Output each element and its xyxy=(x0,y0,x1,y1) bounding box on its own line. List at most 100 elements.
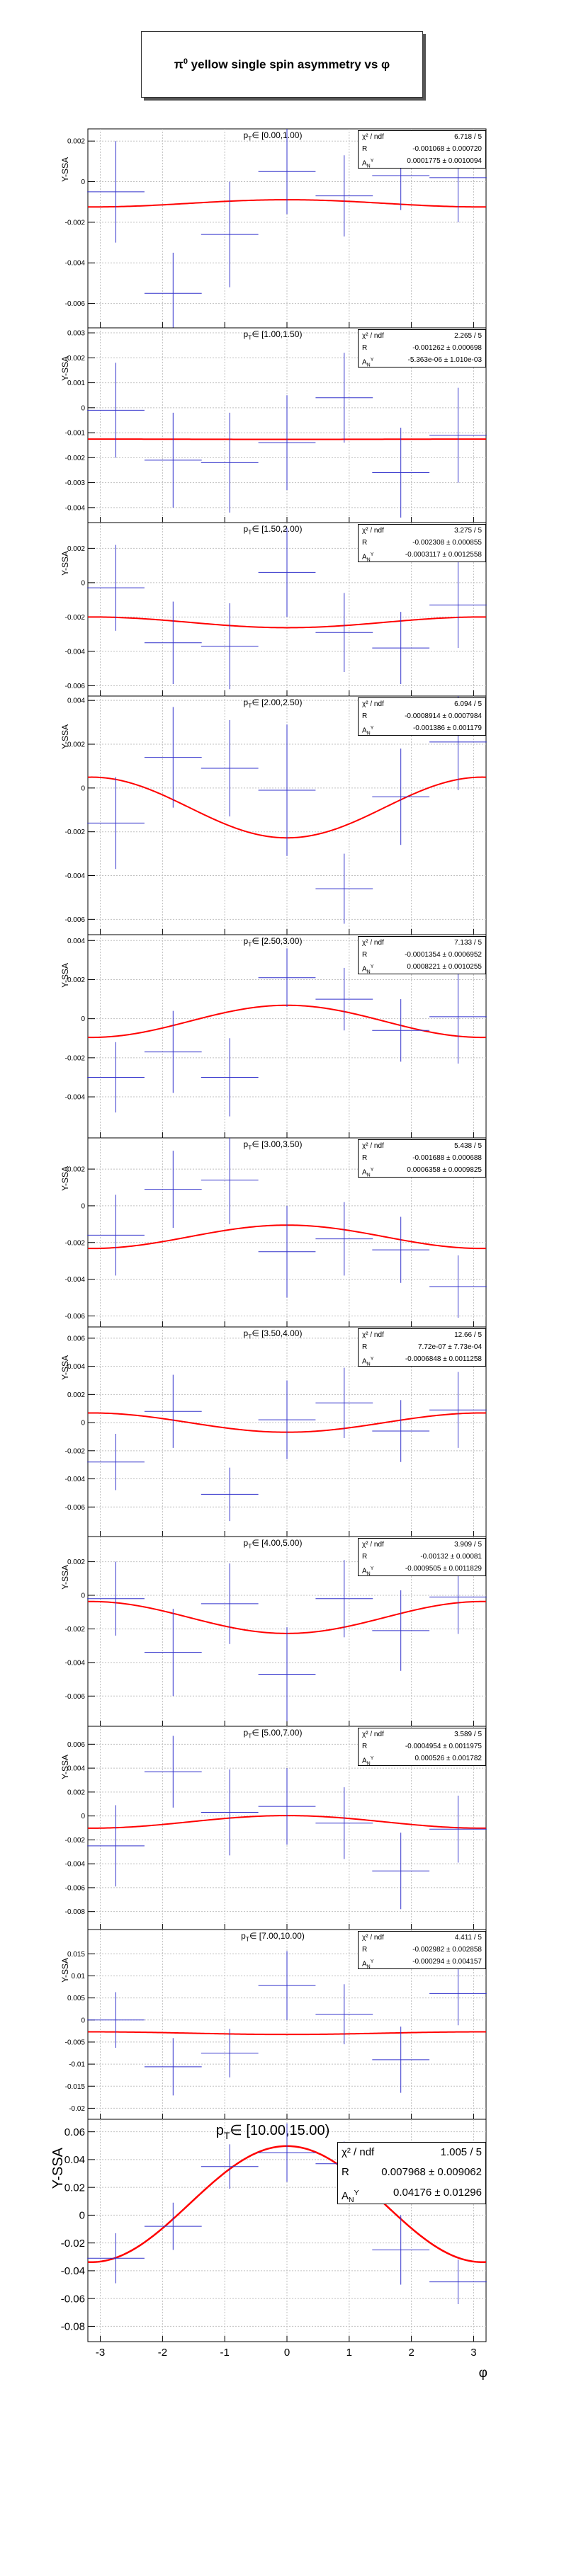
stats-box: χ² / ndf 6.094 / 5 R -0.0008914 ± 0.0007984… xyxy=(358,697,486,736)
y-tick-label: -0.002 xyxy=(65,1837,86,1845)
x-tick-label: 2 xyxy=(408,2347,414,2359)
y-tick-label: 0.006 xyxy=(67,1741,85,1749)
data-point xyxy=(315,853,373,924)
stat-r-row: R -0.0008914 ± 0.0007984 xyxy=(359,710,485,722)
data-point xyxy=(144,1608,202,1697)
stat-label: ANY xyxy=(362,1756,374,1767)
panel-title: pT∈ [2.50,3.00) xyxy=(244,936,303,948)
y-tick-label: -0.006 xyxy=(65,916,86,924)
stat-label: χ² / ndf xyxy=(342,2146,375,2158)
stat-r-row: R -0.00132 ± 0.00081 xyxy=(359,1551,485,1563)
y-tick-label: -0.002 xyxy=(65,828,86,836)
stat-value: -0.000294 ± 0.004157 xyxy=(412,1958,482,1966)
stats-box: χ² / ndf 3.589 / 5 R -0.0004954 ± 0.0011975… xyxy=(358,1728,486,1766)
stat-value: 0.0006358 ± 0.0009825 xyxy=(407,1166,482,1174)
data-point xyxy=(372,1590,430,1671)
stat-label: R xyxy=(362,539,368,547)
stat-value: 3.275 / 5 xyxy=(454,527,482,535)
y-tick-label: 0.003 xyxy=(67,330,85,338)
stat-a-row: ANY 0.000526 ± 0.001782 xyxy=(359,1753,485,1769)
y-tick-label: 0 xyxy=(81,2017,85,2024)
y-axis-label: Y-SSA xyxy=(60,1355,70,1380)
stat-a-row: ANY -0.0006848 ± 0.0011258 xyxy=(359,1353,485,1370)
panel-title: pT∈ [1.50,2.00) xyxy=(244,524,303,536)
y-tick-label: -0.003 xyxy=(65,479,86,487)
data-point xyxy=(429,562,487,649)
y-tick-label: 0 xyxy=(81,785,85,792)
stat-value: -0.0006848 ± 0.0011258 xyxy=(405,1355,482,1363)
y-tick-label: -0.001 xyxy=(65,430,86,438)
x-tick-label: 0 xyxy=(284,2347,290,2359)
stat-label: R xyxy=(362,951,368,959)
y-tick-label: 0 xyxy=(81,1202,85,1210)
stat-value: -5.363e-06 ± 1.010e-03 xyxy=(407,356,482,364)
data-point xyxy=(258,528,316,617)
stats-box: χ² / ndf 5.438 / 5 R -0.001688 ± 0.000688 AN… xyxy=(358,1139,486,1178)
stat-label: χ² / ndf xyxy=(362,332,384,340)
y-tick-label: 0.015 xyxy=(67,1951,85,1959)
y-tick-label: -0.004 xyxy=(65,872,86,880)
stat-value: -0.0008914 ± 0.0007984 xyxy=(405,712,482,720)
data-point xyxy=(372,1400,430,1462)
stat-a-row: ANY 0.0008221 ± 0.0010255 xyxy=(359,961,485,978)
stat-value: -0.0009505 ± 0.0011829 xyxy=(405,1565,482,1573)
y-tick-label: -0.002 xyxy=(65,1447,86,1455)
stat-r-row: R -0.0001354 ± 0.0006952 xyxy=(359,949,485,961)
y-tick-label: 0 xyxy=(81,1420,85,1427)
stat-a-row: ANY -0.000294 ± 0.004157 xyxy=(359,1956,485,1973)
stat-label: ANY xyxy=(362,552,374,563)
data-point xyxy=(315,1367,373,1438)
stat-value: 4.411 / 5 xyxy=(454,1934,482,1942)
x-tick-label: -1 xyxy=(220,2347,230,2359)
y-tick-label: 0.001 xyxy=(67,380,85,387)
data-point xyxy=(258,724,316,856)
stat-value: -0.001068 ± 0.000720 xyxy=(412,145,482,153)
data-point xyxy=(258,1768,316,1845)
data-point xyxy=(144,601,202,685)
y-tick-label: -0.004 xyxy=(65,260,86,268)
data-point xyxy=(87,141,145,243)
data-point xyxy=(87,2233,145,2284)
chart-title: π0 yellow single spin asymmetry vs φ xyxy=(174,57,390,72)
data-point xyxy=(372,1833,430,1910)
stats-box: χ² / ndf 12.66 / 5 R 7.72e-07 ± 7.73e-04 ANY… xyxy=(358,1328,486,1367)
stat-chi2-row: χ² / ndf 1.005 / 5 xyxy=(338,2143,485,2162)
data-point xyxy=(429,969,487,1064)
y-tick-label: 0.004 xyxy=(67,697,85,705)
stat-label: R xyxy=(362,145,368,153)
stat-chi2-row: χ² / ndf 3.909 / 5 xyxy=(359,1539,485,1551)
y-axis-label: Y-SSA xyxy=(50,2147,66,2189)
y-tick-label: -0.006 xyxy=(65,300,86,308)
stat-value: 2.265 / 5 xyxy=(454,332,482,340)
stat-value: 1.005 / 5 xyxy=(440,2146,482,2158)
data-point xyxy=(372,999,430,1062)
data-point xyxy=(144,1374,202,1448)
stat-label: R xyxy=(362,1553,368,1561)
data-point xyxy=(144,1151,202,1229)
stat-chi2-row: χ² / ndf 5.438 / 5 xyxy=(359,1140,485,1152)
stat-a-row: ANY -5.363e-06 ± 1.010e-03 xyxy=(359,354,485,371)
stat-label: ANY xyxy=(362,1566,374,1577)
y-tick-label: 0.004 xyxy=(67,1363,85,1371)
stat-value: 0.0001775 ± 0.0010094 xyxy=(407,157,482,165)
y-tick-label: -0.006 xyxy=(65,1693,86,1701)
panel-title: pT∈ [4.00,5.00) xyxy=(244,1538,303,1550)
y-tick-label: 0.01 xyxy=(72,1973,86,1981)
y-tick-label: -0.015 xyxy=(65,2083,86,2091)
y-axis-label: Y-SSA xyxy=(60,1565,70,1590)
y-tick-label: -0.08 xyxy=(61,2321,85,2333)
stat-chi2-row: χ² / ndf 12.66 / 5 xyxy=(359,1329,485,1341)
data-point xyxy=(201,1769,259,1856)
x-tick-label: 1 xyxy=(346,2347,352,2359)
stat-a-row: ANY -0.001386 ± 0.001179 xyxy=(359,722,485,739)
stat-label: χ² / ndf xyxy=(362,1934,384,1942)
stat-a-row: ANY 0.04176 ± 0.01296 xyxy=(338,2183,485,2210)
data-point xyxy=(429,2259,487,2305)
stat-value: 3.909 / 5 xyxy=(454,1541,482,1549)
stat-r-row: R -0.001068 ± 0.000720 xyxy=(359,143,485,155)
y-tick-label: 0.002 xyxy=(67,545,85,553)
stat-value: -0.002982 ± 0.002858 xyxy=(412,1946,482,1954)
data-point xyxy=(201,1038,259,1117)
y-tick-label: -0.004 xyxy=(65,1476,86,1483)
